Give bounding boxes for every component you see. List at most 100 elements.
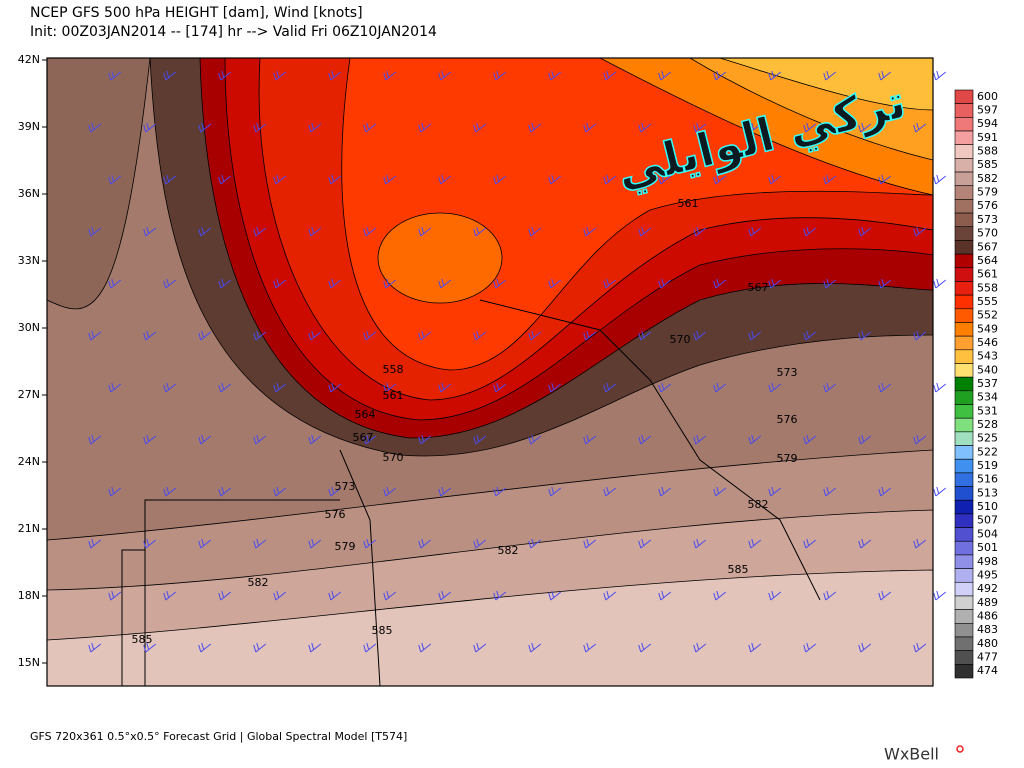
wind-barb (383, 70, 397, 81)
wind-barb (438, 486, 452, 497)
wind-barb (198, 330, 212, 341)
wind-barb (768, 174, 782, 185)
wind-barb (693, 226, 707, 237)
wind-barb (493, 70, 507, 81)
lat-label: 27N (18, 388, 40, 401)
wind-barb (768, 70, 782, 81)
wind-barb (198, 642, 212, 653)
wind-barb (583, 226, 597, 237)
wind-barb (418, 122, 432, 133)
wind-barb (823, 486, 837, 497)
wind-barb (693, 538, 707, 549)
wind-barb (88, 538, 102, 549)
wind-barb (198, 122, 212, 133)
wind-barb (88, 122, 102, 133)
wind-barb (638, 226, 652, 237)
wind-barb (218, 382, 232, 393)
wind-barb (933, 70, 947, 81)
colorbar-swatch (954, 281, 974, 296)
wind-barb (198, 538, 212, 549)
borders (121, 299, 821, 686)
wind-barb (163, 486, 177, 497)
wind-barb (658, 174, 672, 185)
colorbar-swatch (954, 226, 974, 241)
wind-barb (88, 642, 102, 653)
wind-barb (253, 122, 267, 133)
lat-label: 21N (18, 522, 40, 535)
wind-barb (273, 70, 287, 81)
colorbar-swatch (954, 212, 974, 228)
colorbar-swatch (954, 267, 974, 282)
colorbar-label: 495 (977, 568, 998, 581)
wind-barb (528, 642, 542, 653)
wind-barb (858, 538, 872, 549)
colorbar-swatch (954, 650, 974, 665)
wind-barb (493, 278, 507, 289)
wind-barb (218, 70, 232, 81)
colorbar-swatch (954, 376, 974, 392)
wind-barb (143, 434, 157, 445)
colorbar-label: 555 (977, 295, 998, 308)
wind-barb (88, 226, 102, 237)
colorbar-swatch (954, 117, 974, 132)
colorbar-swatch (954, 253, 974, 269)
wind-barb (383, 278, 397, 289)
wind-barb (548, 278, 562, 289)
wind-barb (933, 486, 947, 497)
subtitle: Init: 00Z03JAN2014 -- [174] hr --> Valid… (30, 24, 437, 40)
band (377, 212, 503, 304)
colorbar-swatch (954, 89, 974, 104)
lat-label: 42N (18, 53, 40, 66)
colorbar-label: 540 (977, 363, 998, 376)
wind-barb (658, 590, 672, 601)
wind-barb (273, 590, 287, 601)
wind-barb (638, 538, 652, 549)
wind-barb (493, 174, 507, 185)
wind-barb (108, 590, 122, 601)
colorbar-label: 552 (977, 309, 998, 322)
wind-barb (383, 590, 397, 601)
colorbar-label: 564 (977, 254, 998, 267)
title: NCEP GFS 500 hPa HEIGHT [dam], Wind [kno… (30, 5, 363, 21)
colorbar-label: 477 (977, 650, 998, 663)
wind-barb (768, 486, 782, 497)
contour-label: 585 (372, 624, 393, 637)
wind-barb (308, 330, 322, 341)
wind-barb (363, 538, 377, 549)
colorbar-swatch (954, 103, 974, 118)
wind-barb (913, 434, 927, 445)
colorbar-label: 498 (977, 555, 998, 568)
wind-barb (363, 122, 377, 133)
wind-barb (878, 382, 892, 393)
lat-label: 30N (18, 321, 40, 334)
colorbar-label: 507 (977, 514, 998, 527)
contour-label: 585 (728, 563, 749, 576)
contour-label: 579 (335, 540, 356, 553)
colorbar-label: 585 (977, 158, 998, 171)
wind-barb (658, 382, 672, 393)
colorbar-label: 501 (977, 541, 998, 554)
wind-barb (638, 642, 652, 653)
wind-barb (803, 538, 817, 549)
wind-barb (438, 278, 452, 289)
colorbar-swatch (954, 158, 974, 173)
colorbar-label: 579 (977, 186, 998, 199)
colorbar-label: 486 (977, 609, 998, 622)
wind-barb (473, 330, 487, 341)
colorbar-swatch (954, 527, 974, 542)
wind-barb (878, 278, 892, 289)
wind-barb (493, 382, 507, 393)
wind-barb (713, 70, 727, 81)
wind-barb (143, 642, 157, 653)
wind-barb (748, 330, 762, 341)
colorbar-swatch (954, 349, 974, 364)
wind-barb (528, 226, 542, 237)
contour-label: 582 (498, 544, 519, 557)
colorbar-swatch (954, 623, 974, 638)
wind-barb (473, 538, 487, 549)
colorbar-label: 600 (977, 90, 998, 103)
wind-barb (583, 122, 597, 133)
colorbar-label: 504 (977, 527, 998, 540)
wind-barb (163, 70, 177, 81)
wind-barb (108, 278, 122, 289)
